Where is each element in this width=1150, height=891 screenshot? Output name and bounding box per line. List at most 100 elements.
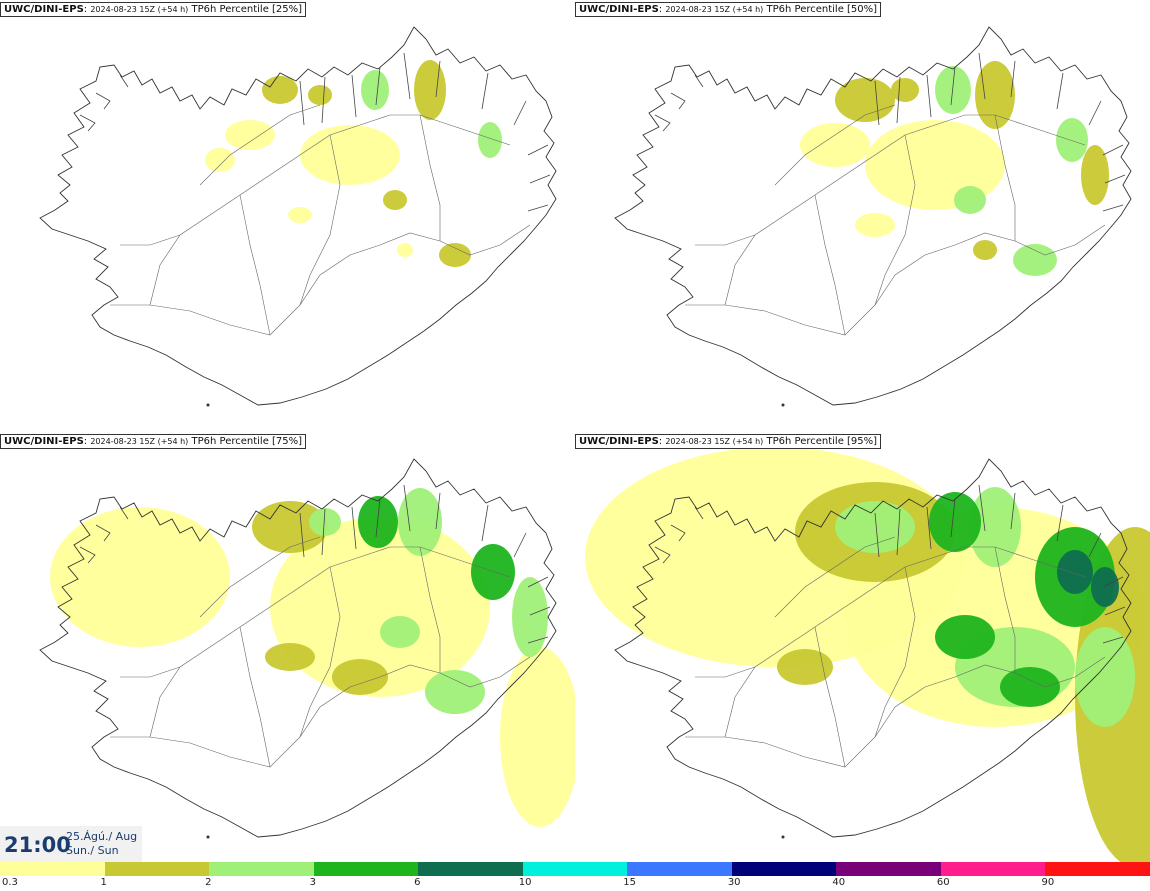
- precip-area: [380, 616, 420, 648]
- road-line: [110, 224, 531, 336]
- precip-area: [358, 496, 398, 548]
- precip-area: [308, 85, 332, 105]
- precip-area: [288, 207, 312, 223]
- road-line: [695, 666, 756, 678]
- map-panel-p25: UWC/DINI-EPS: 2024-08-23 15Z (+54 h) TP6…: [0, 0, 575, 430]
- coastline: [39, 26, 557, 406]
- island-marker: [781, 403, 785, 407]
- fjord-line: [1056, 72, 1064, 110]
- fjord-line: [1102, 144, 1124, 156]
- precip-map: [585, 447, 1150, 862]
- fjord-line: [1102, 576, 1124, 588]
- precip-area: [1000, 667, 1060, 707]
- fjord-line: [529, 606, 551, 616]
- map-layer: [39, 26, 557, 407]
- road-line: [814, 626, 846, 768]
- map-layer: [585, 447, 1150, 862]
- scale-segment: [104, 862, 210, 876]
- model-name: UWC/DINI-EPS: [4, 436, 84, 447]
- fjord-line: [527, 144, 549, 156]
- color-scale: 0.3 1 2 3 6 10 15 30 40 60 90: [0, 862, 1150, 891]
- road-line: [110, 656, 531, 768]
- fjord-line: [119, 506, 129, 520]
- road-line: [874, 134, 916, 306]
- road-line: [199, 536, 321, 618]
- precip-area: [225, 120, 275, 150]
- fjord-line: [321, 508, 326, 556]
- precip-area: [252, 501, 328, 553]
- fjord-line: [654, 114, 671, 132]
- scale-segment: [731, 862, 837, 876]
- scale-segment: [0, 862, 105, 876]
- precip-area: [1056, 118, 1088, 162]
- road-line: [120, 666, 181, 678]
- fjord-line: [670, 92, 686, 110]
- scale-label: 1: [100, 877, 107, 888]
- map-panel-p50: UWC/DINI-EPS: 2024-08-23 15Z (+54 h) TP6…: [575, 0, 1150, 430]
- model-name: UWC/DINI-EPS: [579, 436, 659, 447]
- fjord-line: [978, 52, 986, 100]
- road-line: [994, 114, 1016, 241]
- precip-area: [973, 240, 997, 260]
- precip-area: [425, 670, 485, 714]
- fjord-line: [299, 512, 305, 558]
- valid-date: 25.Ágú./ Aug Sun./ Sun: [66, 830, 137, 858]
- precip-area: [478, 122, 502, 158]
- island-marker: [206, 835, 210, 839]
- precip-area: [835, 78, 895, 122]
- map-panel-p75: UWC/DINI-EPS: 2024-08-23 15Z (+54 h) TP6…: [0, 432, 575, 862]
- fjord-line: [481, 72, 489, 110]
- panel-header: UWC/DINI-EPS: 2024-08-23 15Z (+54 h) TP6…: [0, 434, 307, 449]
- precip-area: [1013, 244, 1057, 276]
- scale-label: 60: [936, 877, 950, 888]
- precip-area: [50, 507, 230, 647]
- product-label: TP6h Percentile [75%]: [191, 436, 303, 447]
- precip-map: [614, 26, 1132, 407]
- precip-area: [361, 70, 389, 110]
- road-line: [814, 194, 846, 336]
- scale-label: 10: [518, 877, 532, 888]
- fjord-line: [435, 60, 441, 98]
- scale-label: 0.3: [2, 877, 18, 888]
- product-label: TP6h Percentile [25%]: [191, 4, 303, 15]
- scale-label: 30: [727, 877, 741, 888]
- road-line: [774, 536, 896, 618]
- scale-label: 6: [414, 877, 421, 888]
- fjord-line: [950, 498, 956, 538]
- fjord-line: [481, 504, 489, 542]
- fjord-line: [375, 66, 381, 106]
- precip-area: [1091, 567, 1119, 607]
- fjord-line: [435, 492, 441, 530]
- road-line: [994, 546, 1016, 673]
- precip-area: [500, 647, 575, 827]
- fjord-line: [513, 100, 527, 126]
- road-line: [695, 234, 756, 246]
- scale-segment: [418, 862, 523, 876]
- precip-area: [1075, 627, 1135, 727]
- fjord-line: [896, 508, 901, 556]
- panel-header: UWC/DINI-EPS: 2024-08-23 15Z (+54 h) TP6…: [0, 2, 307, 17]
- scale-segment: [313, 862, 419, 876]
- fjord-line: [926, 506, 932, 550]
- fjord-line: [1088, 532, 1102, 558]
- fjord-line: [95, 92, 111, 110]
- fjord-line: [654, 546, 671, 564]
- fjord-line: [874, 80, 880, 126]
- fjord-line: [403, 52, 411, 100]
- precip-area: [855, 213, 895, 237]
- precip-area: [300, 125, 400, 185]
- precip-area: [205, 148, 235, 172]
- precip-map: [39, 26, 557, 407]
- fjord-line: [513, 532, 527, 558]
- precip-area: [512, 577, 548, 657]
- scale-label: 15: [623, 877, 636, 888]
- road-line: [239, 626, 271, 768]
- fjord-line: [694, 506, 704, 520]
- precip-area: [383, 190, 407, 210]
- precip-area: [935, 615, 995, 659]
- fjord-line: [527, 636, 549, 644]
- scale-label: 90: [1041, 877, 1055, 888]
- date-line-1: 25.Ágú./ Aug: [66, 830, 138, 843]
- scale-segment: [209, 862, 314, 876]
- road-line: [299, 566, 341, 738]
